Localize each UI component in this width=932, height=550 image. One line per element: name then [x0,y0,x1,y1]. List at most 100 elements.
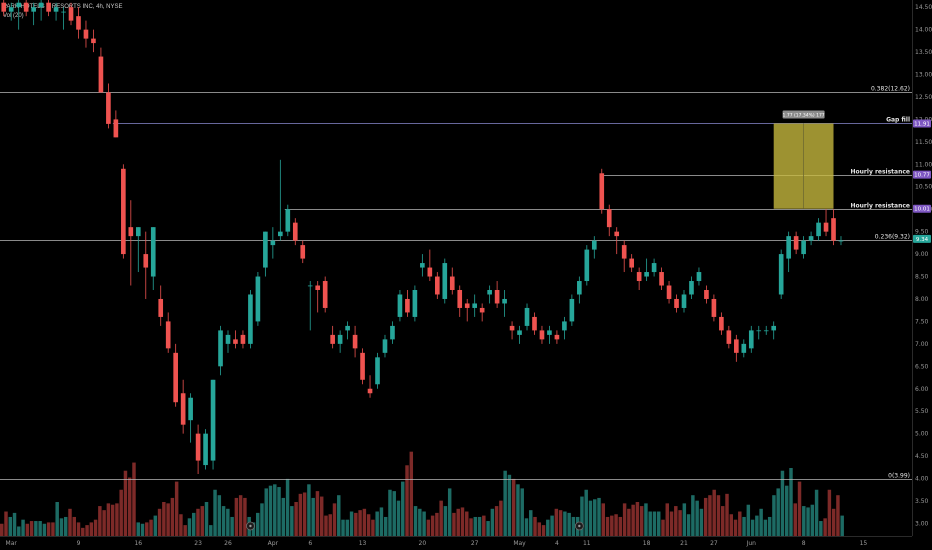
candle [180,379,186,434]
candle-body [210,379,216,461]
price-axis[interactable]: 14.5014.0013.5013.0012.5012.0011.5011.00… [915,4,932,527]
volume-bar [738,511,742,536]
candle [532,312,537,335]
candle-body [793,236,799,250]
candle [786,231,791,273]
volume-bar [354,512,358,536]
candle-body [337,334,343,344]
volume-bar [119,489,123,536]
volume-bar [529,510,533,536]
candle [38,0,44,21]
candle [307,281,313,331]
candle-body [23,2,29,12]
candle [292,218,298,246]
candle-body [427,267,433,277]
volume-bar [695,500,699,536]
volume-bar [720,506,725,536]
volume-bar [759,508,763,536]
volume-bar [780,470,785,536]
volume-bar [494,506,499,536]
candle [763,325,769,335]
price-tick-label: 4.00 [915,476,929,483]
earnings-marker-dot [578,524,581,528]
volume-bar [42,523,47,536]
volume-bar [426,519,431,536]
time-tick-label: 15 [860,540,868,547]
volume-bar [332,503,337,536]
candle-body [367,388,373,394]
candle [91,29,96,53]
candle-body [307,285,313,287]
volume-bar [669,511,674,536]
volume-bar [823,518,827,536]
candle [98,47,104,93]
candle-body [375,357,380,385]
volume-bar [439,500,443,536]
candle [778,249,784,299]
level-label: 0(3.99) [888,473,910,480]
volume-bar [76,522,81,536]
volume-bar [140,523,145,536]
volume-bar [238,495,243,536]
volume-bar [793,503,797,536]
candle-body [345,325,350,331]
candle-body [143,254,149,268]
volume-bar [682,503,687,536]
candle-body [330,334,335,344]
volume-bar [507,474,512,536]
volume-bar [136,522,140,536]
volume-bar [571,516,576,536]
candle [524,303,530,331]
event-markers[interactable] [246,521,584,531]
candle [16,0,22,30]
candle-body [46,2,51,12]
candle [53,2,59,21]
candle-body [442,263,448,299]
candle [487,285,492,304]
volume-bar [51,522,55,536]
candle-body [487,289,492,295]
candle [195,424,201,475]
candle [270,227,276,259]
volume-bar [618,516,623,536]
time-axis[interactable]: Mar 9 16 23 26 Apr 6 13 20 27 May 4 11 18 21 27 Jun 8 15 [6,540,868,547]
candle-body [31,7,36,12]
volume-bar [319,496,324,536]
candle-body [382,339,388,353]
candle-body [165,321,171,349]
time-tick-label: 13 [359,540,367,547]
candle-body [158,298,164,317]
volume-bar [678,510,682,536]
candle-body [472,303,478,308]
candle [793,231,799,255]
candle-body [547,330,552,335]
candle [8,2,14,21]
candle [509,321,515,340]
candle [748,325,754,353]
volume-bar [337,495,341,536]
volume-bar [503,470,507,536]
candle-body [659,272,664,286]
candle [143,231,149,299]
candle-body [434,276,440,295]
candle-body [711,298,717,317]
volume-bar [217,495,222,536]
volume-bar [703,497,708,536]
volume-bar [802,506,806,536]
volume-bar [610,515,614,536]
volume-bar [145,522,149,536]
price-tick-label: 11.00 [915,161,932,168]
candle [651,258,657,277]
candle [517,325,522,344]
time-tick-label: 4 [555,540,559,547]
volume-bar [157,508,162,536]
volume-bar [324,515,328,536]
candle [128,200,134,286]
candle [203,429,208,470]
target-box: 1.77 (17.34%) 177 [773,110,834,209]
volume-bar [21,519,25,536]
volume-bar [221,506,226,536]
volume-bar [311,497,315,536]
candle [494,281,500,308]
